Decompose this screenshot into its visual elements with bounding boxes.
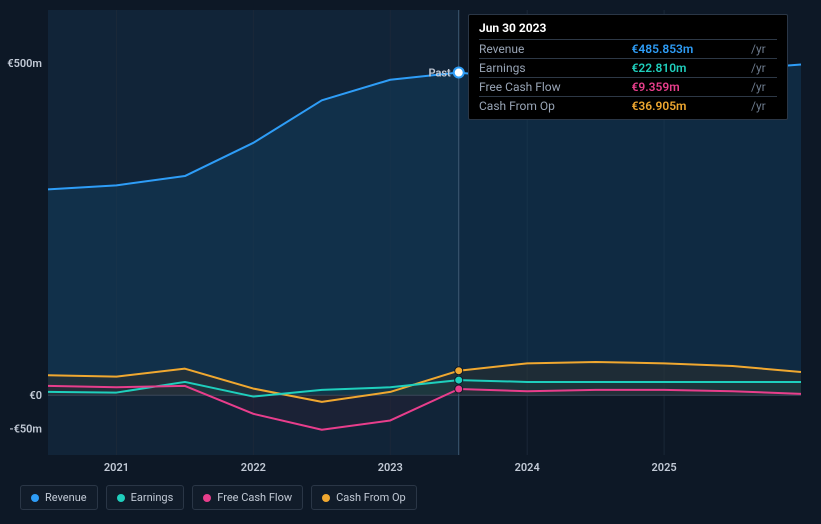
legend-label: Cash From Op — [336, 491, 406, 504]
tooltip-row-unit: /yr — [747, 59, 777, 78]
chart-tooltip: Jun 30 2023 Revenue€485.853m/yrEarnings€… — [468, 14, 788, 120]
legend-item[interactable]: Free Cash Flow — [192, 485, 303, 510]
svg-text:2024: 2024 — [515, 461, 540, 474]
tooltip-row-value: €485.853m — [632, 40, 747, 59]
tooltip-row: Earnings€22.810m/yr — [479, 59, 777, 78]
svg-text:2021: 2021 — [104, 461, 129, 474]
legend-label: Earnings — [131, 491, 174, 504]
svg-text:Past: Past — [428, 67, 451, 80]
tooltip-row-key: Free Cash Flow — [479, 78, 632, 97]
tooltip-row-unit: /yr — [747, 97, 777, 116]
legend-dot-icon — [117, 494, 125, 502]
chart-legend: Revenue Earnings Free Cash Flow Cash From O… — [20, 485, 417, 510]
svg-text:2023: 2023 — [378, 461, 403, 474]
tooltip-table: Revenue€485.853m/yrEarnings€22.810m/yrFr… — [479, 39, 777, 115]
svg-text:€500m: €500m — [7, 57, 42, 70]
tooltip-row-unit: /yr — [747, 40, 777, 59]
legend-dot-icon — [31, 494, 39, 502]
legend-label: Free Cash Flow — [217, 491, 292, 504]
tooltip-date: Jun 30 2023 — [479, 21, 777, 39]
legend-dot-icon — [322, 494, 330, 502]
tooltip-row-unit: /yr — [747, 78, 777, 97]
legend-item[interactable]: Cash From Op — [311, 485, 417, 510]
svg-text:2025: 2025 — [652, 461, 677, 474]
tooltip-row-key: Earnings — [479, 59, 632, 78]
revenue-earnings-chart[interactable]: PastAnalysts Forecasts€500m€0-€50m202120… — [0, 0, 821, 524]
tooltip-row-value: €9.359m — [632, 78, 747, 97]
tooltip-row: Free Cash Flow€9.359m/yr — [479, 78, 777, 97]
svg-text:€0: €0 — [29, 389, 42, 402]
legend-item[interactable]: Earnings — [106, 485, 185, 510]
tooltip-row: Revenue€485.853m/yr — [479, 40, 777, 59]
tooltip-row-value: €36.905m — [632, 97, 747, 116]
tooltip-row-key: Cash From Op — [479, 97, 632, 116]
tooltip-row: Cash From Op€36.905m/yr — [479, 97, 777, 116]
legend-item[interactable]: Revenue — [20, 485, 98, 510]
svg-text:-€50m: -€50m — [10, 422, 42, 435]
legend-label: Revenue — [45, 491, 87, 504]
tooltip-row-value: €22.810m — [632, 59, 747, 78]
tooltip-row-key: Revenue — [479, 40, 632, 59]
svg-text:2022: 2022 — [241, 461, 266, 474]
legend-dot-icon — [203, 494, 211, 502]
